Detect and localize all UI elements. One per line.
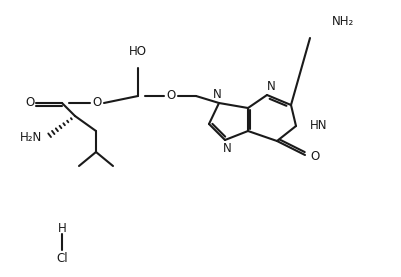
Text: H₂N: H₂N	[20, 132, 42, 145]
Text: H: H	[57, 222, 66, 235]
Text: HN: HN	[309, 119, 327, 132]
Text: O: O	[25, 96, 34, 109]
Text: Cl: Cl	[56, 252, 68, 265]
Text: N: N	[222, 142, 231, 155]
Text: O: O	[309, 150, 318, 163]
Text: NH₂: NH₂	[331, 16, 353, 29]
Text: N: N	[212, 88, 221, 101]
Text: O: O	[92, 96, 101, 109]
Text: O: O	[166, 89, 175, 102]
Text: N: N	[266, 81, 275, 94]
Text: HO: HO	[129, 45, 147, 58]
